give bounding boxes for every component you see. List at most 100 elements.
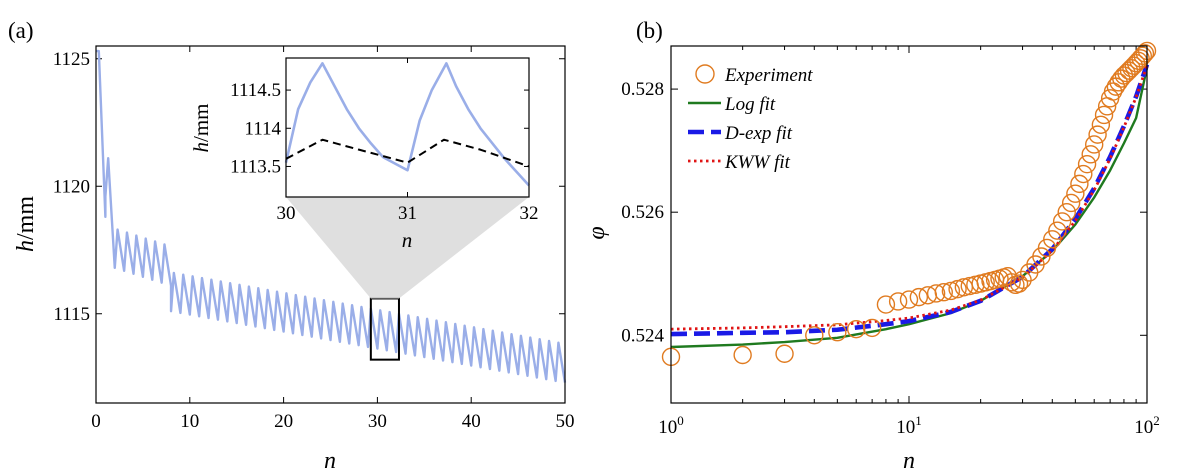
inset-y-label: h/mm — [189, 103, 213, 152]
panel-a-x-tick-label: 40 — [462, 411, 481, 432]
experiment-point — [1002, 273, 1021, 292]
panel-a-h-line — [96, 49, 567, 383]
experiment-point — [1114, 66, 1134, 85]
experiment-point — [1052, 212, 1072, 231]
experiment-point — [941, 281, 961, 301]
inset-mean-line — [285, 138, 530, 168]
panel-b-y-tick-label: 0.524 — [621, 325, 664, 346]
experiment-point — [1117, 63, 1136, 83]
inset-x-tick-label: 30 — [277, 203, 296, 224]
experiment-point — [888, 292, 908, 311]
panel-b-x-tick-label: 101 — [896, 413, 922, 438]
panel-a-x-tick-label: 0 — [91, 411, 101, 432]
experiment-point — [1061, 193, 1081, 213]
inset-x-tick-labels: 30 31 32 — [277, 203, 539, 224]
legend-label: Log fit — [724, 94, 776, 115]
experiment-point — [876, 295, 896, 314]
legend-label: KWW fit — [724, 152, 791, 173]
inset-x-tick-label: 32 — [520, 203, 539, 224]
experiment-point — [934, 283, 953, 302]
inset-y-tick-label: 1113.5 — [230, 156, 281, 177]
inset-x-tick-label: 31 — [398, 203, 417, 224]
panel-a-y-label: h/mm — [13, 196, 39, 252]
experiment-point — [1133, 46, 1152, 66]
panel-a: (a) 0 10 20 30 40 50 1115 1120 1125 n h/mm 30 31… — [8, 18, 575, 474]
experiment-point — [909, 287, 929, 307]
experiment-point — [1091, 115, 1111, 134]
tick-exponent: 2 — [1153, 413, 1160, 428]
experiment-point — [775, 344, 794, 363]
panel-b-x-tick-label: 100 — [658, 413, 684, 438]
experiment-point — [1074, 164, 1093, 184]
experiment-point — [828, 323, 847, 342]
panel-a-axes-frame — [95, 45, 566, 404]
experiment-point — [1088, 125, 1107, 144]
experiment-point — [1057, 202, 1076, 222]
panel-b-y-tick-label: 0.526 — [621, 202, 664, 223]
experiment-point — [899, 290, 919, 309]
panel-a-y-tick-label: 1125 — [53, 49, 90, 70]
experiment-point — [1135, 44, 1155, 63]
panel-a-x-tick-labels: 0 10 20 30 40 50 — [91, 411, 574, 432]
panel-a-x-tick-label: 20 — [274, 411, 293, 432]
zoom-cone — [286, 197, 529, 299]
inset-y-tick-label: 1114 — [244, 118, 281, 139]
experiment-point — [862, 318, 882, 338]
experiment-point — [1084, 135, 1104, 154]
panel-b-y-label: φ — [584, 226, 610, 239]
inset-background — [286, 58, 529, 197]
experiment-point — [1122, 58, 1141, 78]
inset-h-line — [284, 62, 530, 187]
panel-a-y-tick-label: 1115 — [53, 304, 90, 325]
tick-base: 10 — [896, 417, 915, 438]
fit-line-kww-fit — [670, 65, 1149, 331]
panel-a-x-tick-label: 30 — [368, 411, 387, 432]
experiment-point — [1043, 230, 1062, 249]
panel-a-zoom-cone — [286, 197, 529, 299]
tick-base: 10 — [1134, 417, 1153, 438]
experiment-point — [1103, 82, 1123, 101]
panel-b-x-label: n — [903, 448, 915, 474]
panel-a-inset: 30 31 32 1113.5 1114 1114.5 n h/mm — [189, 57, 539, 252]
inset-axes-frame — [285, 57, 530, 198]
experiment-point — [1070, 174, 1089, 194]
experiment-point — [1048, 221, 1067, 240]
panel-b-label: (b) — [636, 18, 663, 43]
panel-a-x-label: n — [324, 448, 336, 474]
panel-b-fit-lines — [670, 63, 1150, 349]
panel-b-x-tick-labels: 100 101 102 — [658, 413, 1160, 438]
experiment-point — [1119, 61, 1139, 80]
experiment-point — [733, 345, 752, 365]
experiment-point — [1066, 184, 1085, 203]
panel-b-axes-frame — [670, 45, 1148, 404]
panel-a-x-tick-label: 50 — [556, 411, 575, 432]
panel-a-label: (a) — [8, 18, 34, 43]
legend-experiment-marker — [695, 64, 715, 84]
legend-label: D-exp fit — [724, 123, 793, 144]
experiment-point — [926, 284, 946, 303]
inset-series — [284, 62, 530, 187]
experiment-point — [1013, 270, 1032, 290]
experiment-point — [1131, 49, 1150, 68]
tick-exponent: 0 — [677, 413, 684, 428]
panel-b-legend: Experiment Log fit D-exp fit KWW fit — [688, 64, 813, 173]
tick-exponent: 1 — [915, 413, 922, 428]
experiment-point — [847, 319, 866, 339]
panel-b-ticks — [670, 46, 1147, 403]
inset-y-tick-label: 1114.5 — [230, 80, 281, 101]
experiment-point — [805, 326, 824, 345]
panel-b-y-tick-label: 0.528 — [621, 79, 664, 100]
panel-b-y-tick-labels: 0.524 0.526 0.528 — [621, 79, 664, 346]
panel-b-experiment-points — [661, 41, 1157, 367]
experiment-point — [1081, 145, 1100, 164]
tick-base: 10 — [658, 417, 677, 438]
inset-x-label: n — [402, 228, 413, 252]
panel-b-x-tick-label: 102 — [1134, 413, 1160, 438]
experiment-point — [1094, 105, 1114, 125]
legend-experiment-label: Experiment — [724, 65, 813, 86]
experiment-point — [1009, 274, 1029, 293]
panel-a-x-tick-label: 10 — [180, 411, 199, 432]
experiment-point — [1077, 154, 1097, 174]
